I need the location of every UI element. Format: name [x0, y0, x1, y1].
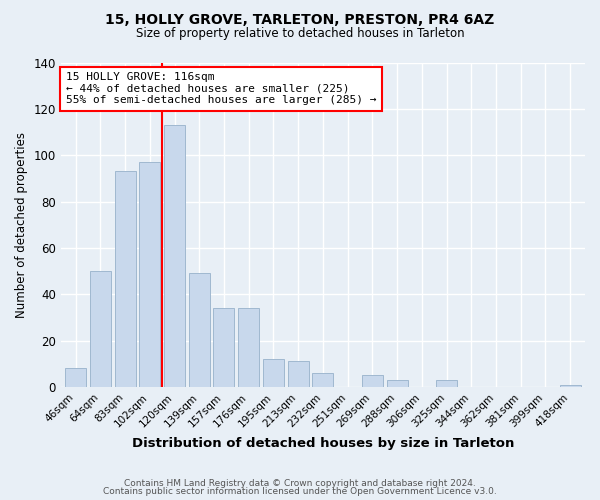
Bar	[115, 172, 136, 387]
Bar	[65, 368, 86, 387]
Bar	[164, 125, 185, 387]
Bar	[436, 380, 457, 387]
Bar	[313, 373, 334, 387]
Bar	[214, 308, 235, 387]
Bar	[386, 380, 407, 387]
Bar	[560, 384, 581, 387]
Bar	[139, 162, 160, 387]
Text: Contains public sector information licensed under the Open Government Licence v3: Contains public sector information licen…	[103, 487, 497, 496]
Bar	[287, 362, 308, 387]
Bar	[362, 376, 383, 387]
Text: 15, HOLLY GROVE, TARLETON, PRESTON, PR4 6AZ: 15, HOLLY GROVE, TARLETON, PRESTON, PR4 …	[106, 12, 494, 26]
Y-axis label: Number of detached properties: Number of detached properties	[15, 132, 28, 318]
Bar	[189, 274, 210, 387]
Text: Contains HM Land Registry data © Crown copyright and database right 2024.: Contains HM Land Registry data © Crown c…	[124, 478, 476, 488]
Bar	[263, 359, 284, 387]
X-axis label: Distribution of detached houses by size in Tarleton: Distribution of detached houses by size …	[132, 437, 514, 450]
Bar	[238, 308, 259, 387]
Text: Size of property relative to detached houses in Tarleton: Size of property relative to detached ho…	[136, 28, 464, 40]
Bar	[90, 271, 111, 387]
Text: 15 HOLLY GROVE: 116sqm
← 44% of detached houses are smaller (225)
55% of semi-de: 15 HOLLY GROVE: 116sqm ← 44% of detached…	[66, 72, 377, 106]
